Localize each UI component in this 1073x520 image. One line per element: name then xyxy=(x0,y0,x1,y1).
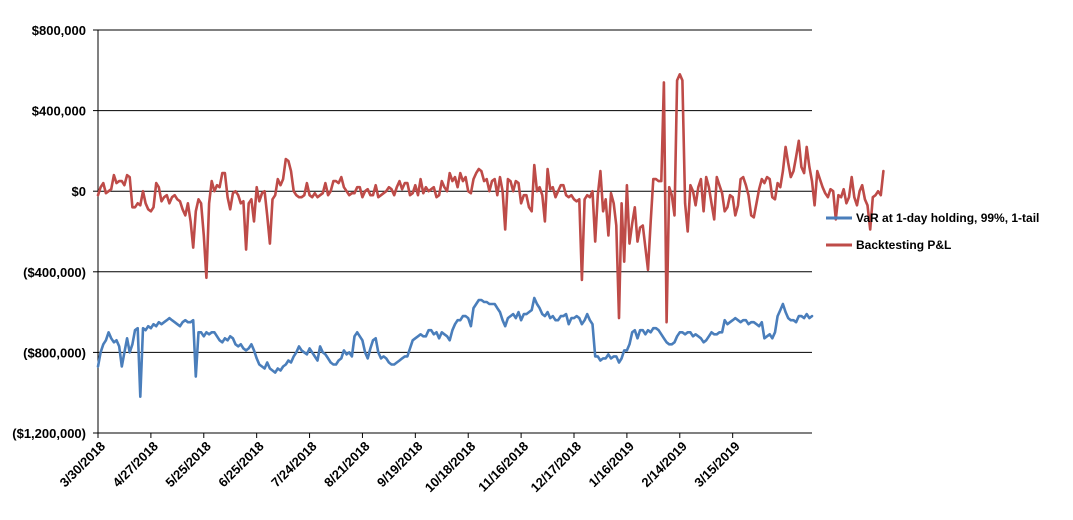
x-tick-label: 4/27/2018 xyxy=(110,439,162,491)
x-tick-label: 3/30/2018 xyxy=(57,439,109,491)
x-tick-label: 11/16/2018 xyxy=(475,439,531,495)
y-tick-label: ($400,000) xyxy=(23,265,86,280)
x-tick-label: 2/14/2019 xyxy=(638,439,690,491)
x-tick-label: 8/21/2018 xyxy=(321,439,373,491)
series-lines xyxy=(96,73,885,399)
y-tick-label: $0 xyxy=(72,184,86,199)
x-tick-label: 1/16/2019 xyxy=(586,439,638,491)
legend-label-var: VaR at 1-day holding, 99%, 1-tail xyxy=(856,211,1039,225)
x-axis-ticks: 3/30/2018 4/27/2018 5/25/2018 6/25/2018 7/24… xyxy=(57,433,743,495)
legend-label-pnl: Backtesting P&L xyxy=(856,238,951,252)
y-tick-label: $800,000 xyxy=(32,23,86,38)
y-tick-label: ($1,200,000) xyxy=(12,426,86,441)
y-axis-ticks: $800,000 $400,000 $0 ($400,000) ($800,000) ($… xyxy=(12,23,98,441)
x-tick-label: 5/25/2018 xyxy=(162,439,214,491)
x-tick-label: 9/19/2018 xyxy=(374,439,426,491)
x-tick-label: 10/18/2018 xyxy=(422,439,479,496)
series-line-var xyxy=(96,296,814,399)
series-line-pnl xyxy=(96,73,885,324)
x-tick-label: 6/25/2018 xyxy=(215,439,267,491)
y-tick-label: ($800,000) xyxy=(23,345,86,360)
y-tick-label: $400,000 xyxy=(32,104,86,119)
x-tick-label: 7/24/2018 xyxy=(268,439,320,491)
x-tick-label: 3/15/2019 xyxy=(691,439,743,491)
x-tick-label: 12/17/2018 xyxy=(527,439,584,496)
gridlines xyxy=(98,29,812,434)
legend: VaR at 1-day holding, 99%, 1-tail Backte… xyxy=(826,211,1039,252)
